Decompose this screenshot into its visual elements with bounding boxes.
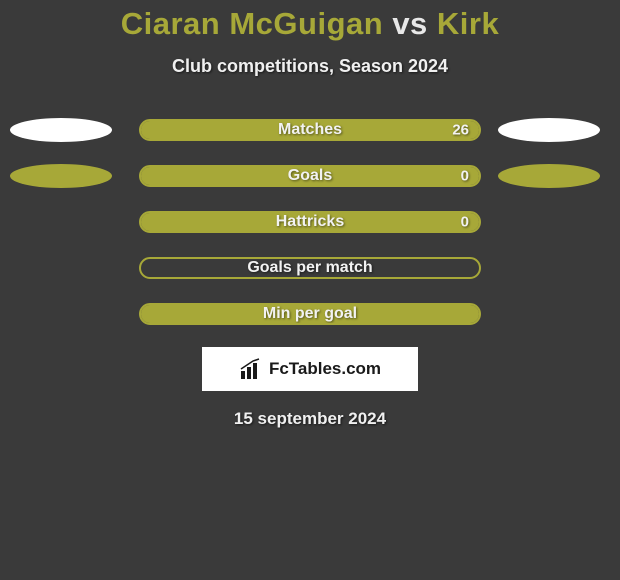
page-title: Ciaran McGuigan vs Kirk [0, 6, 620, 42]
stat-rows: Matches26Goals0Hattricks0Goals per match… [0, 119, 620, 325]
player1-name: Ciaran McGuigan [121, 6, 383, 41]
stat-bar: Hattricks0 [139, 211, 481, 233]
stat-value: 0 [461, 214, 469, 231]
right-marker [498, 118, 600, 142]
stat-bar: Goals per match [139, 257, 481, 279]
stat-row: Goals per match [0, 257, 620, 279]
stat-label: Goals per match [141, 259, 479, 277]
vs-separator: vs [392, 6, 427, 41]
stat-bar: Matches26 [139, 119, 481, 141]
stat-row: Hattricks0 [0, 211, 620, 233]
stat-value: 0 [461, 168, 469, 185]
stat-row: Goals0 [0, 165, 620, 187]
date-stamp: 15 september 2024 [0, 409, 620, 429]
stat-label: Matches [141, 121, 479, 139]
stat-value: 26 [452, 122, 469, 139]
left-marker [10, 164, 112, 188]
stat-label: Goals [141, 167, 479, 185]
left-marker [10, 118, 112, 142]
comparison-card: Ciaran McGuigan vs Kirk Club competition… [0, 0, 620, 429]
stat-row: Matches26 [0, 119, 620, 141]
stat-bar: Min per goal [139, 303, 481, 325]
source-logo: FcTables.com [202, 347, 418, 391]
player2-name: Kirk [437, 6, 499, 41]
stat-label: Hattricks [141, 213, 479, 231]
logo-text: FcTables.com [269, 359, 381, 379]
bar-chart-icon [239, 357, 263, 381]
stat-row: Min per goal [0, 303, 620, 325]
right-marker [498, 164, 600, 188]
subtitle: Club competitions, Season 2024 [0, 56, 620, 77]
stat-label: Min per goal [141, 305, 479, 323]
stat-bar: Goals0 [139, 165, 481, 187]
